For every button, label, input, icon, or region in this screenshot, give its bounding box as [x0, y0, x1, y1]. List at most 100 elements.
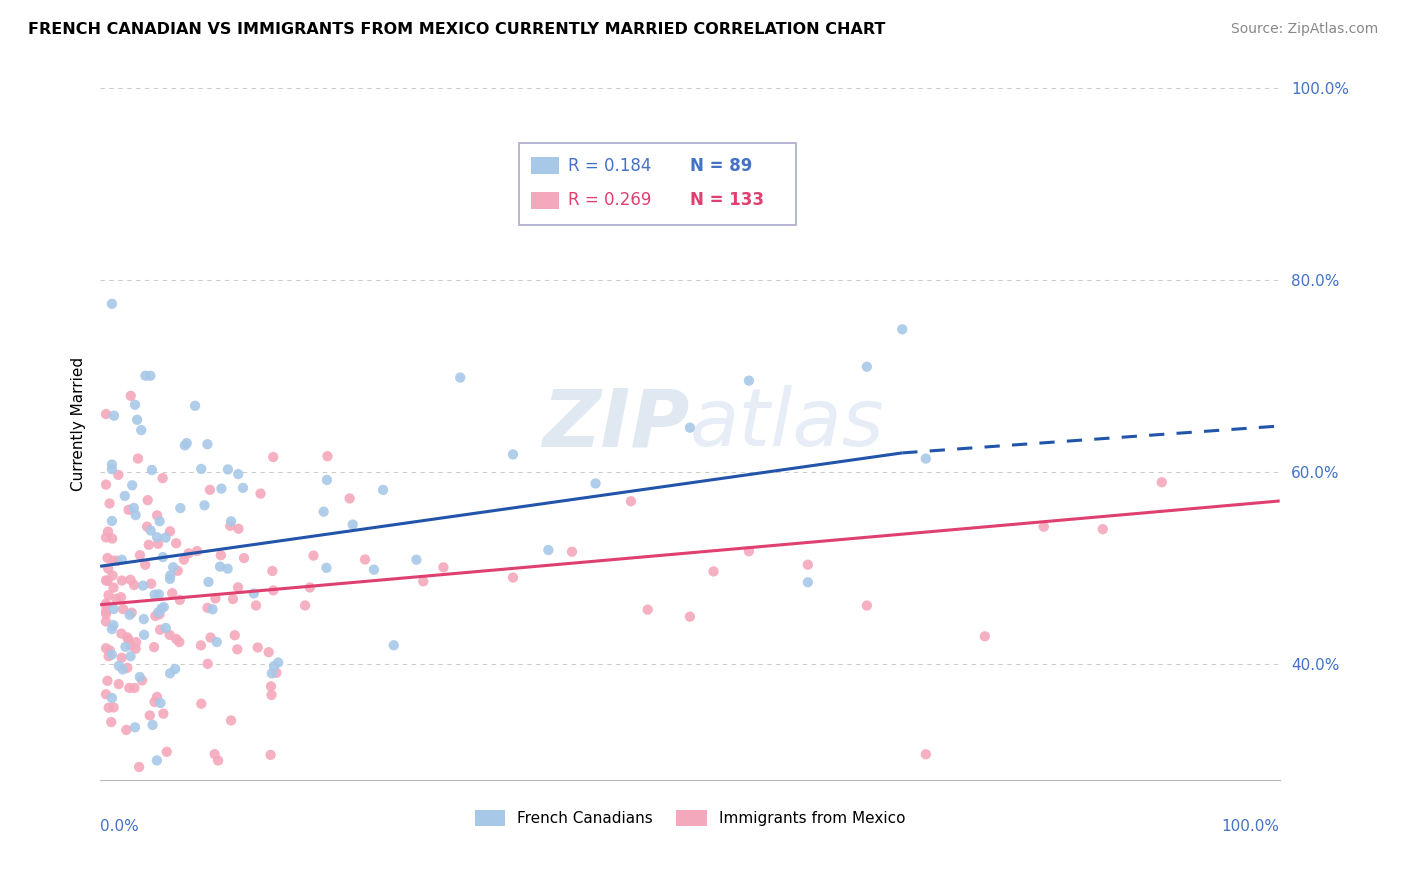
- Point: [148, 607, 170, 622]
- Point: [259, 747, 281, 762]
- Point: [118, 681, 141, 695]
- Point: [738, 374, 761, 388]
- Text: FRENCH CANADIAN VS IMMIGRANTS FROM MEXICO CURRENTLY MARRIED CORRELATION CHART: FRENCH CANADIAN VS IMMIGRANTS FROM MEXIC…: [28, 22, 886, 37]
- Point: [263, 659, 285, 673]
- Point: [204, 747, 226, 762]
- Point: [249, 486, 271, 500]
- Point: [173, 438, 195, 452]
- Point: [159, 572, 181, 586]
- Point: [363, 563, 385, 577]
- Point: [117, 503, 139, 517]
- Point: [312, 505, 335, 519]
- Point: [165, 536, 187, 550]
- Point: [101, 691, 124, 706]
- Point: [121, 478, 143, 492]
- Point: [103, 602, 125, 616]
- Point: [124, 641, 146, 656]
- Text: 0.0%: 0.0%: [100, 819, 139, 834]
- Point: [110, 626, 132, 640]
- Point: [382, 638, 405, 652]
- Point: [176, 436, 198, 450]
- Point: [228, 522, 250, 536]
- Point: [153, 600, 176, 615]
- Point: [131, 673, 153, 688]
- Point: [502, 447, 524, 461]
- Point: [101, 458, 124, 472]
- Text: R = 0.269: R = 0.269: [568, 191, 652, 209]
- Point: [232, 481, 254, 495]
- Point: [143, 695, 166, 709]
- Point: [107, 467, 129, 482]
- Point: [209, 482, 232, 496]
- Point: [103, 618, 125, 632]
- Point: [298, 581, 321, 595]
- Point: [412, 574, 434, 589]
- Point: [243, 586, 266, 600]
- Point: [224, 628, 246, 642]
- Point: [136, 519, 159, 533]
- Point: [198, 483, 221, 497]
- Point: [120, 649, 142, 664]
- Point: [165, 662, 187, 676]
- Point: [97, 561, 120, 575]
- Point: [136, 493, 159, 508]
- Point: [502, 570, 524, 584]
- Point: [302, 549, 325, 563]
- Point: [190, 639, 212, 653]
- Point: [315, 561, 337, 575]
- Point: [146, 530, 169, 544]
- Point: [120, 639, 142, 653]
- Point: [620, 494, 643, 508]
- Point: [152, 550, 174, 565]
- Point: [226, 467, 249, 481]
- Point: [149, 623, 172, 637]
- Y-axis label: Currently Married: Currently Married: [72, 357, 86, 491]
- Point: [339, 491, 361, 506]
- Point: [208, 559, 231, 574]
- Point: [222, 592, 245, 607]
- Point: [103, 581, 125, 595]
- Point: [132, 612, 155, 626]
- Point: [125, 635, 148, 649]
- Point: [184, 399, 207, 413]
- Point: [891, 322, 914, 336]
- Text: 100.0%: 100.0%: [1222, 819, 1279, 834]
- Point: [114, 640, 136, 654]
- Point: [127, 451, 149, 466]
- Point: [94, 615, 117, 629]
- Point: [146, 606, 169, 620]
- Point: [856, 599, 879, 613]
- Point: [449, 370, 471, 384]
- Point: [121, 606, 143, 620]
- Point: [797, 558, 820, 572]
- Point: [197, 657, 219, 671]
- FancyBboxPatch shape: [530, 157, 560, 175]
- Point: [139, 708, 162, 723]
- Point: [262, 583, 284, 598]
- Point: [177, 546, 200, 560]
- Point: [233, 551, 256, 566]
- FancyBboxPatch shape: [519, 144, 796, 225]
- Point: [98, 643, 121, 657]
- Point: [94, 407, 117, 421]
- Point: [111, 574, 134, 588]
- Point: [103, 700, 125, 714]
- Point: [124, 681, 146, 695]
- Point: [101, 648, 124, 662]
- Point: [97, 649, 120, 664]
- Point: [246, 640, 269, 655]
- Point: [1091, 522, 1114, 536]
- Point: [155, 531, 177, 545]
- Point: [111, 662, 134, 676]
- Point: [141, 463, 163, 477]
- Point: [169, 501, 191, 516]
- Point: [342, 517, 364, 532]
- Text: atlas: atlas: [690, 385, 884, 463]
- Point: [155, 621, 177, 635]
- Point: [128, 760, 150, 774]
- Point: [132, 628, 155, 642]
- Point: [679, 420, 702, 434]
- Point: [98, 496, 121, 510]
- Point: [110, 590, 132, 604]
- Point: [103, 409, 125, 423]
